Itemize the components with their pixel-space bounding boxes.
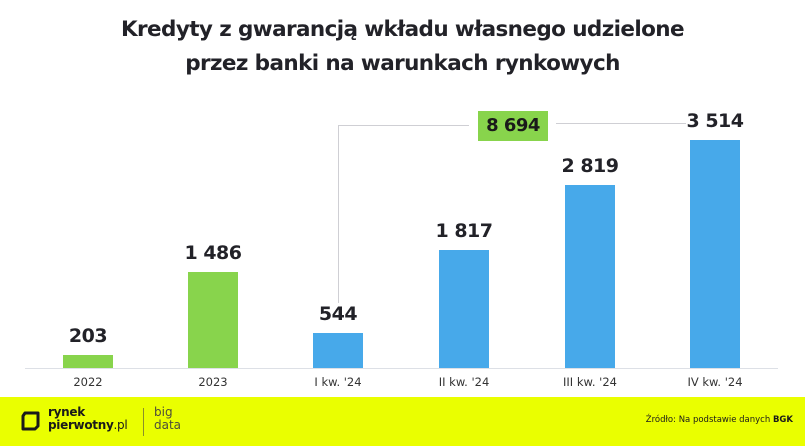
x-axis-line bbox=[25, 368, 778, 369]
bar-1 bbox=[188, 272, 238, 368]
total-bracket-right bbox=[556, 123, 686, 124]
rynek-pierwotny-logo: rynek pierwotny.pl bbox=[48, 405, 128, 432]
bar-2 bbox=[313, 333, 363, 368]
x-axis-tick-label: 2022 bbox=[73, 375, 103, 389]
bar-value-label: 3 514 bbox=[686, 110, 745, 132]
x-axis-tick-label: 2023 bbox=[198, 375, 228, 389]
chart-title-line-1: Kredyty z gwarancją wkładu własnego udzi… bbox=[120, 17, 685, 42]
bar-value-label: 2 819 bbox=[561, 155, 620, 177]
rynek-pierwotny-logo-icon bbox=[21, 411, 40, 431]
bar-value-label: 203 bbox=[68, 325, 108, 347]
x-axis-tick-label: II kw. '24 bbox=[438, 375, 490, 389]
logo-divider bbox=[143, 408, 144, 436]
source-note: Źródło: Na podstawie danych BGK bbox=[645, 415, 793, 425]
big-data-logo: big data bbox=[154, 405, 182, 432]
bar-value-label: 1 817 bbox=[435, 220, 494, 242]
bar-3 bbox=[439, 250, 489, 368]
bar-0 bbox=[63, 355, 113, 368]
total-bracket-left bbox=[338, 125, 469, 126]
chart-title-line-2: przez banki na warunkach rynkowych bbox=[185, 51, 620, 76]
bar-value-label: 544 bbox=[318, 303, 358, 325]
x-axis-tick-label: IV kw. '24 bbox=[687, 375, 743, 389]
total-bracket-vertical bbox=[338, 125, 339, 303]
bar-4 bbox=[565, 185, 615, 368]
total-2024-badge: 8 694 bbox=[478, 111, 548, 141]
bar-5 bbox=[690, 140, 740, 368]
bar-value-label: 1 486 bbox=[184, 242, 243, 264]
x-axis-tick-label: III kw. '24 bbox=[563, 375, 617, 389]
x-axis-tick-label: I kw. '24 bbox=[314, 375, 362, 389]
footer-bar: rynek pierwotny.pl big data Źródło: Na p… bbox=[0, 397, 805, 446]
chart-title: Kredyty z gwarancją wkładu własnego udzi… bbox=[0, 13, 805, 81]
